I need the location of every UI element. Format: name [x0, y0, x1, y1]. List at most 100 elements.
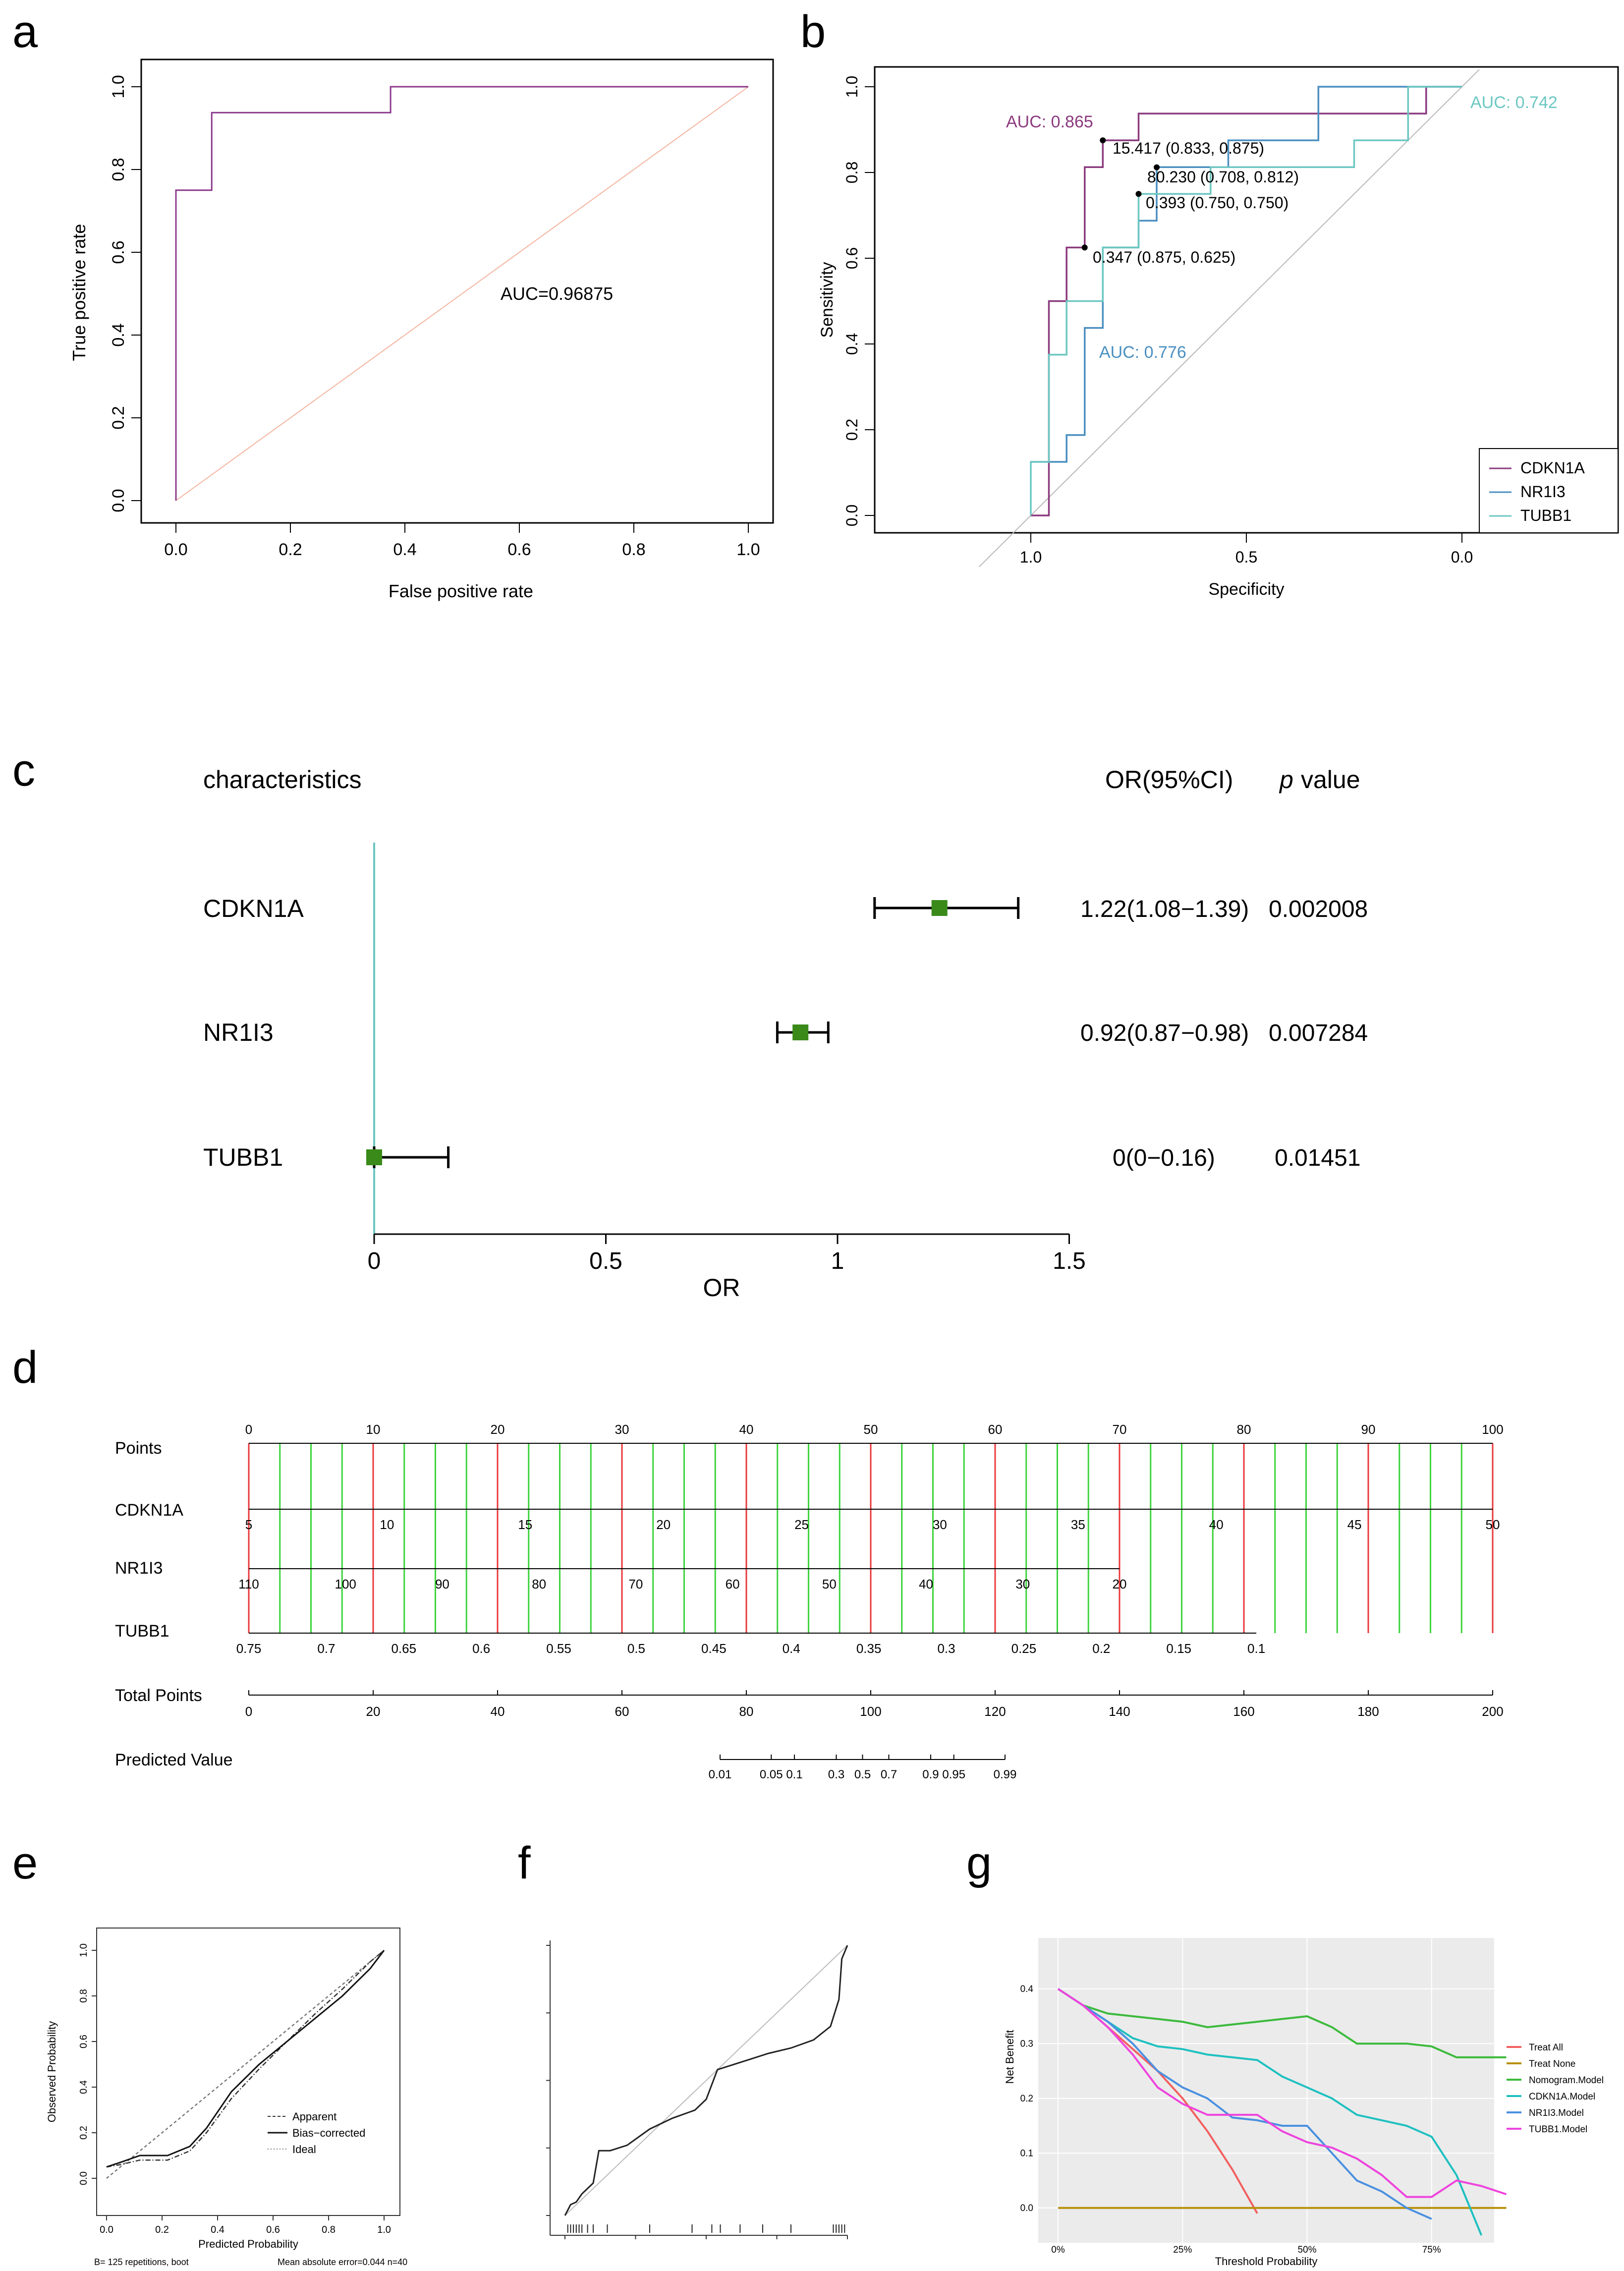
panel-b-x-tick-label: 0.0: [1451, 548, 1473, 566]
panel-g-x-tick-label: 50%: [1297, 2245, 1316, 2255]
panel-g-series-line: [1057, 1988, 1507, 2058]
panel-e-x-tick-label: 0.8: [322, 2224, 336, 2235]
panel-f-ideal-line: [564, 1945, 848, 2216]
panel-b-diagonal: [978, 69, 1480, 568]
panel-d-pred-tick-label: 0.5: [854, 1768, 871, 1781]
panel-g-legend: Treat All Treat None Nomogram.Model CDKN…: [1507, 2043, 1604, 2135]
panel-d-tubb1-tick-label: 0.4: [783, 1641, 800, 1656]
panel-g-legend-label: Treat None: [1529, 2059, 1575, 2069]
panel-g-x-tick-label: 75%: [1422, 2245, 1441, 2255]
panel-c-row-name: NR1I3: [203, 1019, 274, 1046]
panel-e-y-tick-label: 1.0: [78, 1943, 89, 1957]
panel-a-axes: 0.0 0.0 0.2 0.2 0.4 0.4 0.6 0.6 0.8 0.8 1.0 1.0: [109, 75, 760, 559]
panel-g-lines: [1057, 1988, 1507, 2236]
panel-e-x-tick-label: 0.4: [211, 2224, 224, 2235]
panel-a-x-tick-label: 0.4: [393, 540, 416, 559]
panel-b-y-tick-label: 0.8: [843, 162, 861, 183]
panel-b-ylabel: Sensitivity: [818, 262, 837, 338]
panel-letter-b: b: [800, 6, 826, 57]
panel-e-frame: [96, 1928, 400, 2216]
panel-c-row-name: CDKN1A: [203, 895, 304, 922]
panel-a-x-tick-label: 1.0: [736, 540, 760, 559]
panel-e: e 0.0 0.0 0.2 0.2 0.4 0.4 0.6 0.6 0.8 0.8 1.0 1.0 A…: [12, 1838, 407, 2267]
panel-b-y-tick-label: 0.4: [843, 333, 861, 355]
panel-e-y-tick-label: 0.6: [78, 2035, 89, 2048]
panel-e-y-tick-label: 0.0: [78, 2171, 89, 2185]
panel-g: g 0% 25% 50% 75% 0.0 0.1 0.2 0.3 0.4 Treat All T…: [966, 1838, 1604, 2268]
panel-d-tubb1-tick-label: 0.35: [856, 1641, 882, 1656]
panel-c-header-or: OR(95%CI): [1105, 766, 1233, 794]
panel-c-or-box: [792, 1024, 809, 1040]
panel-g-axes: 0% 25% 50% 75% 0.0 0.1 0.2 0.3 0.4: [1020, 1984, 1441, 2255]
panel-d-cdkn1a-tick-label: 50: [1486, 1517, 1500, 1532]
panel-d-pred-tick-label: 0.05: [760, 1768, 783, 1781]
panel-d-pred-tick-label: 0.7: [881, 1768, 897, 1781]
panel-c-axis: 0 0.5 1 1.5: [368, 1233, 1086, 1274]
panel-e-ideal-line: [106, 1950, 385, 2179]
panel-a-x-tick-label: 0.0: [164, 540, 187, 559]
panel-a-x-tick-label: 0.2: [279, 540, 302, 559]
panel-e-y-tick-label: 0.4: [78, 2080, 89, 2094]
panel-d-points-tick-label: 100: [1482, 1422, 1503, 1437]
panel-e-legend: Apparent Bias−corrected Ideal: [268, 2110, 365, 2156]
panel-b-curve-cdkn1a: [1031, 86, 1462, 516]
panel-b-auc-cdkn1a: AUC: 0.865: [1006, 113, 1093, 131]
panel-d-cdkn1a-tick-label: 25: [794, 1517, 809, 1532]
panel-b-threshold-point: [1081, 244, 1088, 251]
panel-a-y-tick-label: 0.0: [109, 489, 128, 512]
panel-d-nr1i3-tick-label: 50: [822, 1577, 837, 1591]
panel-d: d Points CDKN1A NR1I3 TUBB1 Total Points…: [12, 1342, 1504, 1781]
panel-letter-a: a: [12, 6, 38, 57]
panel-b-auc-nr1i3: AUC: 0.776: [1099, 343, 1186, 362]
panel-e-x-tick-label: 0.0: [100, 2224, 113, 2235]
panel-b-axes: 1.0 0.5 0.0 0.0 0.2 0.4 0.6 0.8 1.0: [843, 76, 1473, 566]
panel-d-pred-tick-label: 0.01: [709, 1768, 732, 1781]
panel-e-legend-label: Ideal: [292, 2143, 316, 2156]
panel-d-points-tick-label: 0: [245, 1422, 252, 1437]
panel-d-cdkn1a-tick-label: 35: [1071, 1517, 1085, 1532]
panel-g-y-tick-label: 0.0: [1020, 2203, 1033, 2214]
panel-b-curve-tubb1: [1030, 86, 1462, 515]
panel-d-tubb1-tick-label: 0.45: [701, 1641, 727, 1656]
panel-letter-e: e: [12, 1838, 38, 1888]
panel-c-row-or: 0(0−0.16): [1113, 1145, 1215, 1171]
panel-e-xlabel: Predicted Probability: [198, 2238, 298, 2250]
panel-d-cdkn1a-tick-label: 20: [656, 1517, 671, 1532]
panel-e-legend-label: Bias−corrected: [292, 2127, 365, 2139]
panel-d-tubb1-tick-label: 0.65: [391, 1641, 416, 1656]
panel-d-nr1i3-tick-label: 100: [335, 1577, 356, 1591]
panel-g-legend-label: Nomogram.Model: [1529, 2075, 1604, 2086]
panel-e-x-tick-label: 1.0: [377, 2224, 391, 2235]
panel-d-cdkn1a-tick-label: 45: [1347, 1517, 1362, 1532]
panel-d-tubb1-tick-label: 0.5: [627, 1641, 645, 1656]
panel-d-tubb1-tick-label: 0.55: [546, 1641, 571, 1656]
panel-e-apparent-line: [106, 1950, 385, 2168]
panel-d-scales: 0 10 20 30 40 50 60 70 80 90 100 5 10 15 20 25 30 35 40 45 5…: [236, 1422, 1504, 1781]
panel-d-cdkn1a-tick-label: 30: [933, 1517, 947, 1532]
panel-e-footer-right: Mean absolute error=0.044 n=40: [278, 2257, 407, 2267]
panel-d-total-tick-label: 60: [615, 1704, 629, 1719]
panel-e-x-tick-label: 0.2: [155, 2224, 169, 2235]
panel-d-nr1i3-tick-label: 30: [1015, 1577, 1030, 1591]
panel-d-points-tick-label: 30: [615, 1422, 629, 1437]
panel-d-nr1i3-tick-label: 90: [435, 1577, 449, 1591]
panel-b-y-tick-label: 0.0: [843, 505, 861, 526]
panel-c-x-tick-label: 1.5: [1053, 1248, 1086, 1274]
panel-a-ylabel: True positive rate: [69, 224, 89, 361]
panel-g-legend-label: TUBB1.Model: [1529, 2124, 1587, 2135]
panel-c-row-p: 0.007284: [1269, 1020, 1368, 1046]
panel-b-threshold-point: [1154, 164, 1160, 170]
panel-a-roc-curve: [175, 86, 748, 501]
panel-g-legend-label: NR1I3.Model: [1529, 2108, 1584, 2118]
panel-c-x-tick-label: 1: [831, 1248, 844, 1274]
panel-d-points-tick-label: 50: [864, 1422, 878, 1437]
panel-e-x-tick-label: 0.6: [266, 2224, 280, 2235]
panel-c-row-or: 0.92(0.87−0.98): [1080, 1020, 1249, 1046]
panel-g-x-tick-label: 0%: [1051, 2245, 1065, 2255]
panel-c-or-box: [366, 1149, 382, 1165]
panel-d-row-label: TUBB1: [115, 1622, 169, 1641]
panel-g-y-tick-label: 0.2: [1020, 2094, 1033, 2104]
panel-d-total-tick-label: 40: [491, 1704, 505, 1719]
panel-d-row-label: Points: [115, 1439, 162, 1458]
